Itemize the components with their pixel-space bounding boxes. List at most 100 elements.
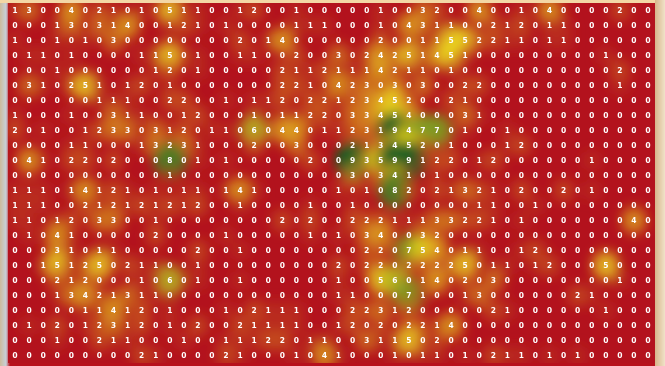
- heatmap-cell-label: 0: [350, 336, 355, 345]
- heatmap-cell-label: 0: [97, 141, 102, 150]
- heatmap-cell-label: 0: [111, 351, 116, 360]
- heatmap-cell-label: 1: [237, 6, 242, 15]
- heatmap-cell-label: 1: [462, 291, 467, 300]
- heatmap-cell: [90, 181, 109, 200]
- heatmap-cell-label: 0: [448, 231, 453, 240]
- heatmap-cell-label: 0: [491, 141, 496, 150]
- heatmap-cell-label: 0: [505, 291, 510, 300]
- heatmap-cell: [61, 149, 82, 172]
- heatmap-cell-label: 0: [350, 36, 355, 45]
- heatmap-cell: [103, 149, 124, 172]
- heatmap-cell-label: 0: [462, 141, 467, 150]
- heatmap-cell-label: 0: [645, 306, 650, 315]
- heatmap-cell-label: 0: [125, 246, 130, 255]
- heatmap-cell-label: 0: [251, 276, 256, 285]
- heatmap-cell-label: 0: [505, 336, 510, 345]
- heatmap-cell-label: 1: [41, 126, 46, 135]
- heatmap-cell-label: 2: [111, 156, 116, 165]
- heatmap-cell-label: 1: [491, 186, 496, 195]
- heatmap-cell-label: 0: [55, 96, 60, 105]
- heatmap-cell-label: 0: [364, 201, 369, 210]
- heatmap-cell-label: 1: [83, 321, 88, 330]
- heatmap-cell-label: 0: [575, 6, 580, 15]
- heatmap-cell-label: 1: [139, 141, 144, 150]
- heatmap-cell: [118, 301, 137, 320]
- heatmap-cell-label: 0: [603, 246, 608, 255]
- heatmap-cell-label: 3: [462, 111, 467, 120]
- heatmap-cell-label: 1: [167, 21, 172, 30]
- heatmap-cell: [301, 16, 320, 35]
- heatmap-cell-label: 2: [434, 6, 439, 15]
- heatmap-cell: [511, 134, 532, 157]
- heatmap-cell: [286, 44, 307, 67]
- heatmap-cell-label: 1: [294, 66, 299, 75]
- heatmap-cell-label: 1: [505, 126, 510, 135]
- heatmap-cell-label: 0: [547, 336, 552, 345]
- heatmap-cell-label: 0: [195, 216, 200, 225]
- heatmap-cell-label: 2: [266, 336, 271, 345]
- heatmap-cell-label: 0: [266, 246, 271, 255]
- heatmap-cell-label: 1: [69, 111, 74, 120]
- heatmap-cell: [102, 313, 125, 338]
- heatmap-cell-label: 1: [55, 336, 60, 345]
- heatmap-cell: [217, 226, 235, 245]
- heatmap-cell-label: 0: [631, 261, 636, 270]
- heatmap-cell-label: 0: [533, 351, 538, 360]
- heatmap-cell-label: 1: [181, 186, 186, 195]
- heatmap-cell: [102, 28, 125, 53]
- heatmap-cell-label: 0: [448, 306, 453, 315]
- heatmap-cell: [259, 316, 278, 335]
- heatmap-cell-label: 0: [12, 291, 17, 300]
- heatmap-cell-label: 0: [505, 66, 510, 75]
- heatmap-cell-label: 0: [237, 96, 242, 105]
- heatmap-cell-label: 0: [125, 141, 130, 150]
- heatmap-cell-label: 2: [406, 96, 411, 105]
- heatmap-cell: [189, 151, 207, 170]
- heatmap-cell-label: 2: [477, 81, 482, 90]
- heatmap-cell: [427, 179, 447, 202]
- heatmap-cell-label: 0: [237, 216, 242, 225]
- heatmap-cell-label: 0: [153, 276, 158, 285]
- heatmap-cell-label: 0: [181, 156, 186, 165]
- heatmap-cell-label: 0: [603, 81, 608, 90]
- heatmap-cell-label: 0: [603, 351, 608, 360]
- heatmap-cell: [187, 104, 208, 127]
- heatmap-cell-label: 0: [491, 336, 496, 345]
- heatmap-cell-label: 2: [350, 81, 355, 90]
- heatmap-cell-label: 0: [519, 66, 524, 75]
- heatmap-cell: [48, 331, 67, 350]
- heatmap-cell: [61, 209, 82, 232]
- heatmap-cell-label: 2: [617, 6, 622, 15]
- heatmap-cell-label: 2: [69, 216, 74, 225]
- heatmap-cell-label: 0: [280, 156, 285, 165]
- heatmap-cell-label: 0: [448, 111, 453, 120]
- heatmap-cell-label: 1: [237, 276, 242, 285]
- heatmap-cell-label: 1: [336, 66, 341, 75]
- heatmap-cell-label: 0: [41, 276, 46, 285]
- heatmap-cell-label: 0: [139, 171, 144, 180]
- heatmap-cell-label: 1: [434, 21, 439, 30]
- heatmap-cell-label: 3: [378, 141, 383, 150]
- heatmap-cell-label: 0: [406, 276, 411, 285]
- heatmap-cell: [596, 46, 615, 65]
- heatmap-cell-label: 0: [209, 246, 214, 255]
- heatmap-cell-label: 2: [55, 321, 60, 330]
- heatmap-cell-label: 0: [477, 66, 482, 75]
- heatmap-cell-label: 0: [41, 291, 46, 300]
- heatmap-cell-label: 1: [505, 141, 510, 150]
- heatmap-cell-label: 1: [392, 216, 397, 225]
- heatmap-cell-label: 3: [364, 81, 369, 90]
- heatmap-cell-label: 0: [491, 51, 496, 60]
- heatmap-cell-label: 8: [392, 186, 397, 195]
- heatmap-cell-label: 0: [448, 201, 453, 210]
- heatmap-cell-label: 7: [406, 246, 411, 255]
- heatmap-cell: [8, 106, 24, 125]
- heatmap-cell-label: 0: [41, 306, 46, 315]
- heatmap-cell-label: 1: [83, 306, 88, 315]
- heatmap-cell: [104, 331, 123, 350]
- heatmap-cell-label: 1: [251, 186, 256, 195]
- heatmap-cell: [596, 301, 615, 320]
- heatmap-cell-label: 1: [237, 246, 242, 255]
- heatmap-cell-label: 3: [392, 81, 397, 90]
- heatmap-cell-label: 1: [209, 126, 214, 135]
